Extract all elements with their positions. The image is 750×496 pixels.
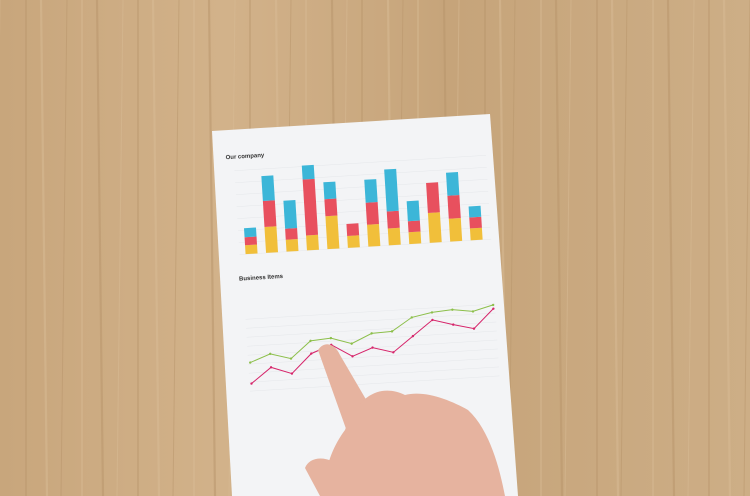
bar-segment	[447, 195, 461, 219]
data-point	[392, 351, 395, 354]
data-point	[290, 372, 294, 375]
gridline	[238, 215, 490, 231]
data-point	[452, 323, 455, 326]
gridline	[245, 303, 496, 320]
bar-segment	[347, 235, 360, 248]
bar-segment	[301, 164, 315, 180]
bar-segment	[445, 172, 460, 196]
data-point	[269, 366, 273, 369]
bar-segment	[283, 200, 298, 229]
grain-line	[151, 0, 161, 496]
bar-segment	[324, 198, 338, 217]
bar-segment	[346, 223, 360, 236]
bar-segment	[325, 215, 340, 250]
bar-chart	[234, 155, 492, 255]
data-point	[269, 352, 272, 356]
gridline	[247, 330, 497, 347]
grain-line	[687, 0, 695, 496]
grain-line	[207, 0, 217, 496]
gridline	[248, 357, 499, 374]
data-point	[309, 339, 312, 343]
bar-segment	[261, 175, 275, 202]
line-chart-title: Business Items	[239, 274, 284, 283]
data-point	[471, 310, 475, 313]
bar-segment	[406, 200, 420, 222]
gridline	[249, 375, 500, 392]
grain-line	[564, 0, 572, 496]
data-point	[410, 316, 413, 319]
bar-segment	[264, 226, 279, 253]
data-point	[390, 330, 394, 333]
line-chart	[245, 303, 500, 392]
data-point	[250, 382, 253, 385]
grain-line	[95, 0, 105, 496]
bar-segment	[427, 212, 442, 243]
data-point	[249, 361, 252, 364]
gridline	[248, 348, 498, 365]
data-point	[491, 303, 495, 307]
bar-segment	[386, 210, 400, 229]
grain-line	[610, 0, 620, 496]
data-point	[492, 307, 495, 310]
data-point	[451, 308, 454, 311]
bar-segment	[384, 168, 399, 212]
bar-segment	[468, 205, 482, 218]
gridline	[234, 155, 487, 171]
data-point	[310, 352, 313, 355]
bar-segment	[245, 244, 258, 255]
bar-segment	[364, 179, 378, 203]
grain-line	[743, 0, 750, 496]
bar-segment	[469, 216, 482, 229]
bar-segment	[306, 234, 319, 251]
bar-segment	[448, 217, 463, 242]
bar-segment	[365, 202, 379, 225]
gridline	[236, 191, 489, 207]
bar-segment	[243, 227, 257, 238]
gridline	[249, 366, 499, 383]
data-point	[289, 357, 293, 360]
grain-line	[722, 0, 732, 496]
bar-segment	[302, 178, 319, 236]
gridline	[239, 238, 492, 255]
data-point	[371, 346, 374, 349]
bar-segment	[323, 181, 337, 200]
gridline	[238, 226, 491, 243]
grain-line	[116, 0, 124, 496]
bar-segment	[262, 200, 277, 227]
thumb	[305, 458, 360, 496]
grain-line	[39, 0, 49, 496]
bar-segment	[285, 238, 299, 252]
hand	[305, 344, 505, 496]
data-point	[351, 355, 354, 358]
grain-line	[172, 0, 180, 496]
palm	[325, 390, 505, 496]
gridline	[235, 167, 487, 183]
gridline	[246, 312, 496, 329]
bar-segment	[407, 220, 421, 233]
data-point	[472, 327, 476, 330]
bar-segment	[469, 227, 483, 241]
grain-line	[60, 0, 68, 496]
bar-segment	[408, 231, 422, 245]
grain-line	[666, 0, 676, 496]
bar-segment	[244, 236, 258, 246]
grain-line	[620, 0, 628, 496]
data-point	[329, 336, 333, 340]
data-point	[350, 342, 353, 345]
data-point	[431, 318, 434, 322]
data-point	[411, 334, 415, 338]
gridline	[235, 179, 488, 195]
bar-segment	[387, 227, 401, 246]
data-point	[370, 332, 373, 335]
bar-segment	[426, 182, 440, 213]
bar-segment	[285, 227, 298, 240]
bar-segment	[367, 223, 381, 247]
gridline	[237, 203, 489, 219]
data-point	[430, 311, 434, 314]
bar-chart-title: Our company	[226, 153, 266, 161]
grain-line	[554, 0, 564, 496]
